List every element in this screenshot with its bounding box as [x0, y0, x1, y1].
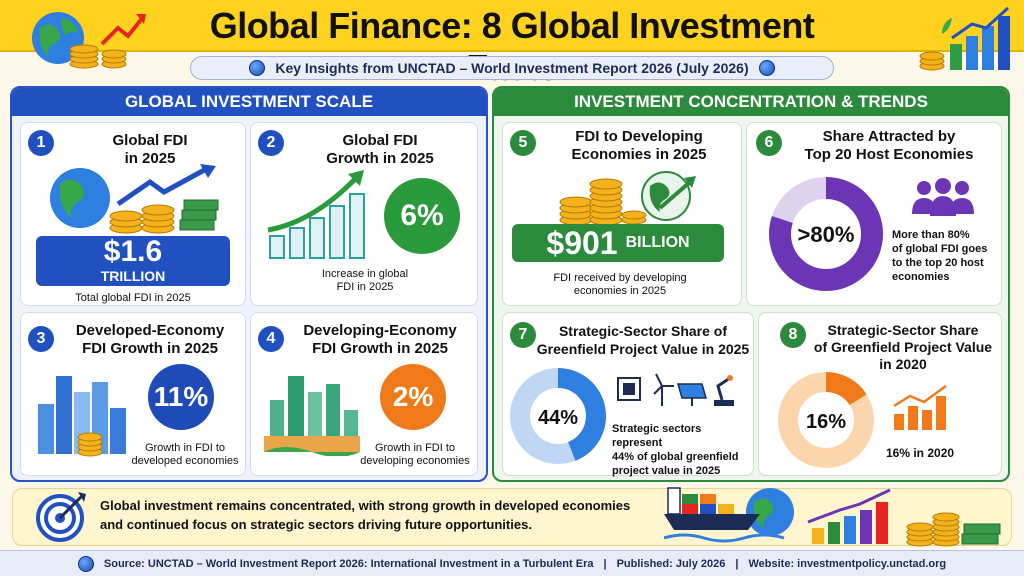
globe-icon [249, 60, 266, 76]
fact-title-2: Global FDI Growth in 2025 [326, 132, 434, 167]
fact-caption-1: Total global FDI in 2025 [75, 292, 191, 304]
fact-title-7: Strategic-Sector Share of Greenfield Proj… [536, 323, 750, 357]
fact-caption-6: More than 80% of global FDI goes to the … [892, 229, 988, 283]
page-title: Global Finance: 8 Global Investment Fact… [209, 5, 815, 88]
fact-title-3: Developed-Economy FDI Growth in 2025 [75, 322, 225, 357]
globe-coins-icon [50, 164, 219, 234]
fact-number-8: 8 [780, 322, 806, 348]
fact-number-1: 1 [28, 130, 54, 156]
footer-separator: | [603, 557, 607, 570]
panel-heading-left: GLOBAL INVESTMENT SCALE [12, 88, 486, 116]
website-link[interactable]: Website: investmentpolicy.unctad.org [748, 557, 947, 570]
fact-number-6: 6 [756, 130, 782, 156]
fact-value-1: $1.6 [103, 235, 163, 268]
fact-value-8: 16% [806, 411, 846, 433]
city-buildings-icon [264, 376, 360, 456]
fact-caption-2: Increase in global FDI in 2025 [321, 268, 409, 293]
coins-globe-icon [559, 171, 696, 226]
source-text: Source: UNCTAD – World Investment Report… [103, 557, 594, 570]
subtitle-banner: Key Insights from UNCTAD – World Investm… [190, 56, 834, 80]
fact-number-7: 7 [510, 322, 536, 348]
fact-caption-3: Growth in FDI to developed economies [131, 442, 239, 467]
fact-title-1: Global FDI in 2025 [112, 132, 188, 167]
wind-turbine-icon [653, 373, 674, 406]
fact-number-4: 4 [258, 326, 284, 352]
fact-unit-5: BILLION [625, 234, 690, 251]
fact-caption-4: Growth in FDI to developing economies [360, 442, 470, 467]
donut-chart-7: 44% [510, 368, 606, 464]
footer-separator: | [735, 557, 739, 570]
fact-unit-1: TRILLION [100, 268, 166, 284]
fact-value-5: $901 [546, 224, 618, 261]
fact-caption-5: FDI received by developing economies in 2… [553, 272, 687, 297]
solar-panel-icon [677, 383, 707, 406]
fact-title-8: Strategic-Sector Share of Greenfield Proj… [813, 322, 993, 372]
microchip-icon [617, 377, 641, 401]
sector-icons [617, 373, 734, 406]
fact-number-5: 5 [510, 130, 536, 156]
bar-chart-icon [893, 384, 947, 430]
fact-title-5: FDI to Developing Economies in 2025 [571, 128, 707, 163]
fact-title-6: Share Attracted by Top 20 Host Economies [804, 128, 974, 163]
fact-value-banner-1: $1.6 TRILLION [36, 236, 230, 286]
summary-text: Global investment remains concentrated, … [100, 498, 631, 532]
fact-value-3: 11% [148, 364, 214, 430]
fact-card-5 [502, 122, 742, 306]
panel-heading-right: INVESTMENT CONCENTRATION & TRENDS [494, 88, 1008, 116]
published-date: Published: July 2026 [616, 557, 726, 570]
fact-value-4: 2% [380, 364, 446, 430]
fact-value-6: >80% [798, 222, 855, 247]
donut-chart-6: >80% [769, 177, 883, 291]
fact-number-2: 2 [258, 130, 284, 156]
growth-chart-icon [919, 6, 1010, 71]
fact-number-3: 3 [28, 326, 54, 352]
people-group-icon [912, 178, 974, 216]
donut-share-arc [510, 368, 606, 464]
source-footer: Source: UNCTAD – World Investment Report… [0, 550, 1024, 576]
target-icon [36, 492, 86, 542]
fact-value-2: 6% [384, 178, 460, 254]
fact-caption-8: 16% in 2020 [886, 446, 955, 460]
city-buildings-icon [38, 376, 126, 457]
fact-title-4: Developing-Economy FDI Growth in 2025 [303, 322, 457, 357]
donut-share-arc [778, 372, 874, 468]
title-band [0, 0, 1024, 52]
cargo-ship-icon [664, 487, 1001, 547]
subtitle-text: Key Insights from UNCTAD – World Investm… [275, 60, 749, 76]
globe-coins-icon [32, 12, 146, 69]
robot-arm-icon [714, 375, 734, 406]
fact-value-7: 44% [538, 407, 578, 429]
bar-chart-icon [267, 170, 365, 259]
globe-icon [758, 60, 775, 76]
donut-chart-8: 16% [778, 372, 874, 468]
donut-share-arc [769, 177, 883, 291]
globe-icon [77, 555, 94, 572]
fact-value-banner-5: $901 BILLION [512, 224, 724, 262]
fact-caption-7: Strategic sectors represent 44% of globa… [612, 423, 739, 477]
